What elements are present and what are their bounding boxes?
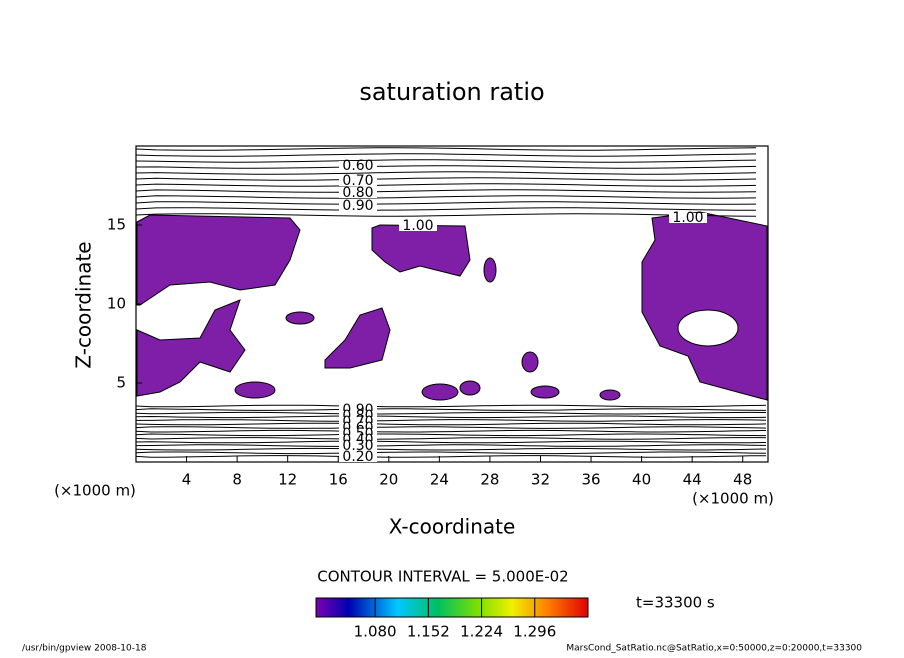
contour-line [135,171,757,175]
colorbar [315,597,589,618]
y-axis-title: Z-coordinate [72,241,96,368]
chart-title: saturation ratio [359,78,544,106]
contour-label-bg [339,161,377,171]
contour-line [135,147,757,151]
colorbar-tick-label: 1.224 [460,623,503,641]
y-tick-label: 15 [107,216,126,234]
colorbar-tick-label: 1.152 [407,623,450,641]
colorbar-tick-label: 1.080 [354,623,397,641]
contour-lines [135,147,767,458]
contour-interval: CONTOUR INTERVAL = 5.000E-02 [317,568,568,586]
contour-line [135,444,767,447]
contour-label-bg [339,411,377,421]
contour-label-bg [339,417,377,427]
region [136,299,246,397]
x-tick-label: 36 [581,471,600,489]
region [641,211,768,401]
contour-line [135,429,767,433]
contour-line [135,165,757,169]
contour-line [135,451,767,455]
contour-label-bg [339,188,377,198]
contour-line [135,415,767,419]
x-tick-label: 24 [430,471,449,489]
contour-label: 1.00 [672,210,703,226]
contour-line [135,411,767,415]
x-unit: (×1000 m) [692,490,774,508]
contour-line [135,408,767,411]
x-tick-label: 28 [480,471,499,489]
contour-line [135,447,767,451]
contour-label-bg [339,429,377,439]
contour-label: 0.90 [342,198,373,214]
contour-line [135,189,757,193]
x-tick-label: 16 [329,471,348,489]
contour-line [135,440,767,444]
contour-label: 0.20 [342,449,373,465]
contour-label-bg [339,176,377,186]
contour-line [135,195,757,199]
footer-left: /usr/bin/gpview 2008-10-18 [22,644,147,654]
region [285,311,315,325]
x-tick-label: 32 [531,471,550,489]
contour-label-bg [669,213,707,223]
contour-line [135,213,757,217]
contour-label-bg [339,405,377,415]
contour-label-bg [339,201,377,211]
region [324,307,391,369]
time-label: t=33300 s [636,594,715,612]
y-tick-label: 10 [107,295,126,313]
region [234,381,276,399]
y-tick-label: 5 [116,374,126,392]
x-tick-label: 48 [733,471,752,489]
contour-line [135,426,767,429]
region [421,383,459,401]
contour-label: 1.00 [402,218,433,234]
contour-line [135,183,757,187]
x-tick-label: 8 [232,471,242,489]
contour-line [135,177,757,181]
x-tick-label: 4 [182,471,192,489]
contour-label-bg [339,435,377,445]
contour-label: 0.70 [342,173,373,189]
contour-line [135,422,767,426]
y-unit: (×1000 m) [54,482,136,500]
region [599,389,621,401]
x-tick-label: 44 [683,471,702,489]
region [136,214,301,306]
contour-line [135,437,767,440]
x-tick-label: 12 [278,471,297,489]
region [521,351,539,373]
contour-label: 0.80 [342,185,373,201]
contour-line [135,455,767,458]
region-hole [677,309,739,347]
contour-line [135,153,757,157]
contour-line [135,207,756,211]
contour-line [135,159,757,163]
x-axis-title: X-coordinate [389,515,516,539]
x-tick-label: 20 [379,471,398,489]
region [483,257,497,283]
colorbar-tick-label: 1.296 [513,623,556,641]
supersaturated-regions [136,211,768,401]
contour-line [135,201,757,205]
region [459,380,481,396]
contour-label: 0.30 [342,438,373,454]
contour-label-bg [339,423,377,433]
contour-line [135,433,767,437]
contour-line [136,419,767,422]
contour-label-bg [339,452,377,462]
contour-line [135,404,767,408]
x-tick-label: 40 [632,471,651,489]
contour-label: 0.60 [342,158,373,174]
region [530,385,560,399]
footer-right: MarsCond_SatRatio.nc@SatRatio,x=0:50000,… [566,644,862,654]
contour-label-bg [339,441,377,451]
contour-label-bg [399,221,437,231]
